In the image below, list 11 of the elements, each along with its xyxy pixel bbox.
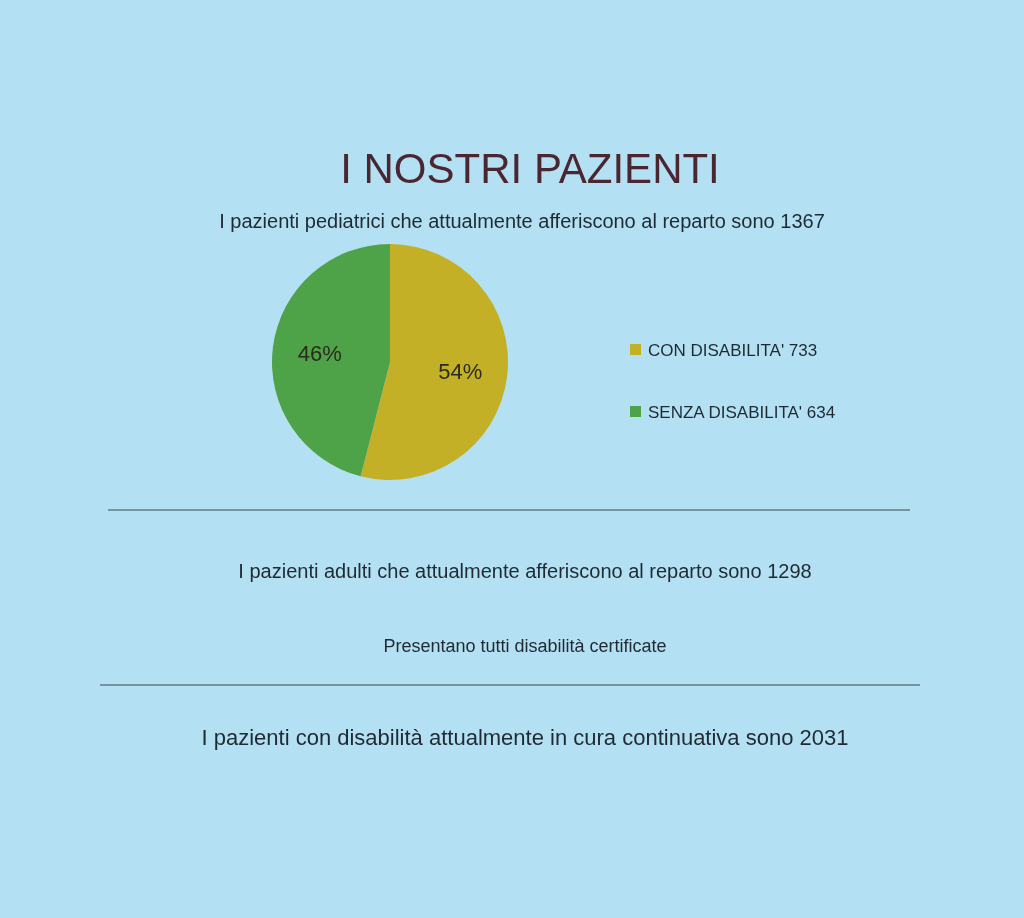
pie-slice [272,244,390,477]
chart-subtitle: I pazienti pediatrici che attualmente afferiscono al reparto sono 1367 [219,210,825,232]
text: Presentano tutti disabilità certificate [383,636,667,656]
pie-slice [360,244,508,480]
chart-title: I NOSTRI PAZIENTI [340,145,720,192]
text: I pazienti adulti che attualmente afferiscono al reparto sono 1298 [238,560,812,582]
data-label: 46% [297,340,342,366]
legend-label: CON DISABILITA' 733 [648,340,818,360]
legend-label: SENZA DISABILITA' 634 [648,402,836,422]
text: I pazienti con disabilità attualmente in cura continuativa sono 2031 [201,725,849,750]
data-label: 54% [438,358,483,384]
